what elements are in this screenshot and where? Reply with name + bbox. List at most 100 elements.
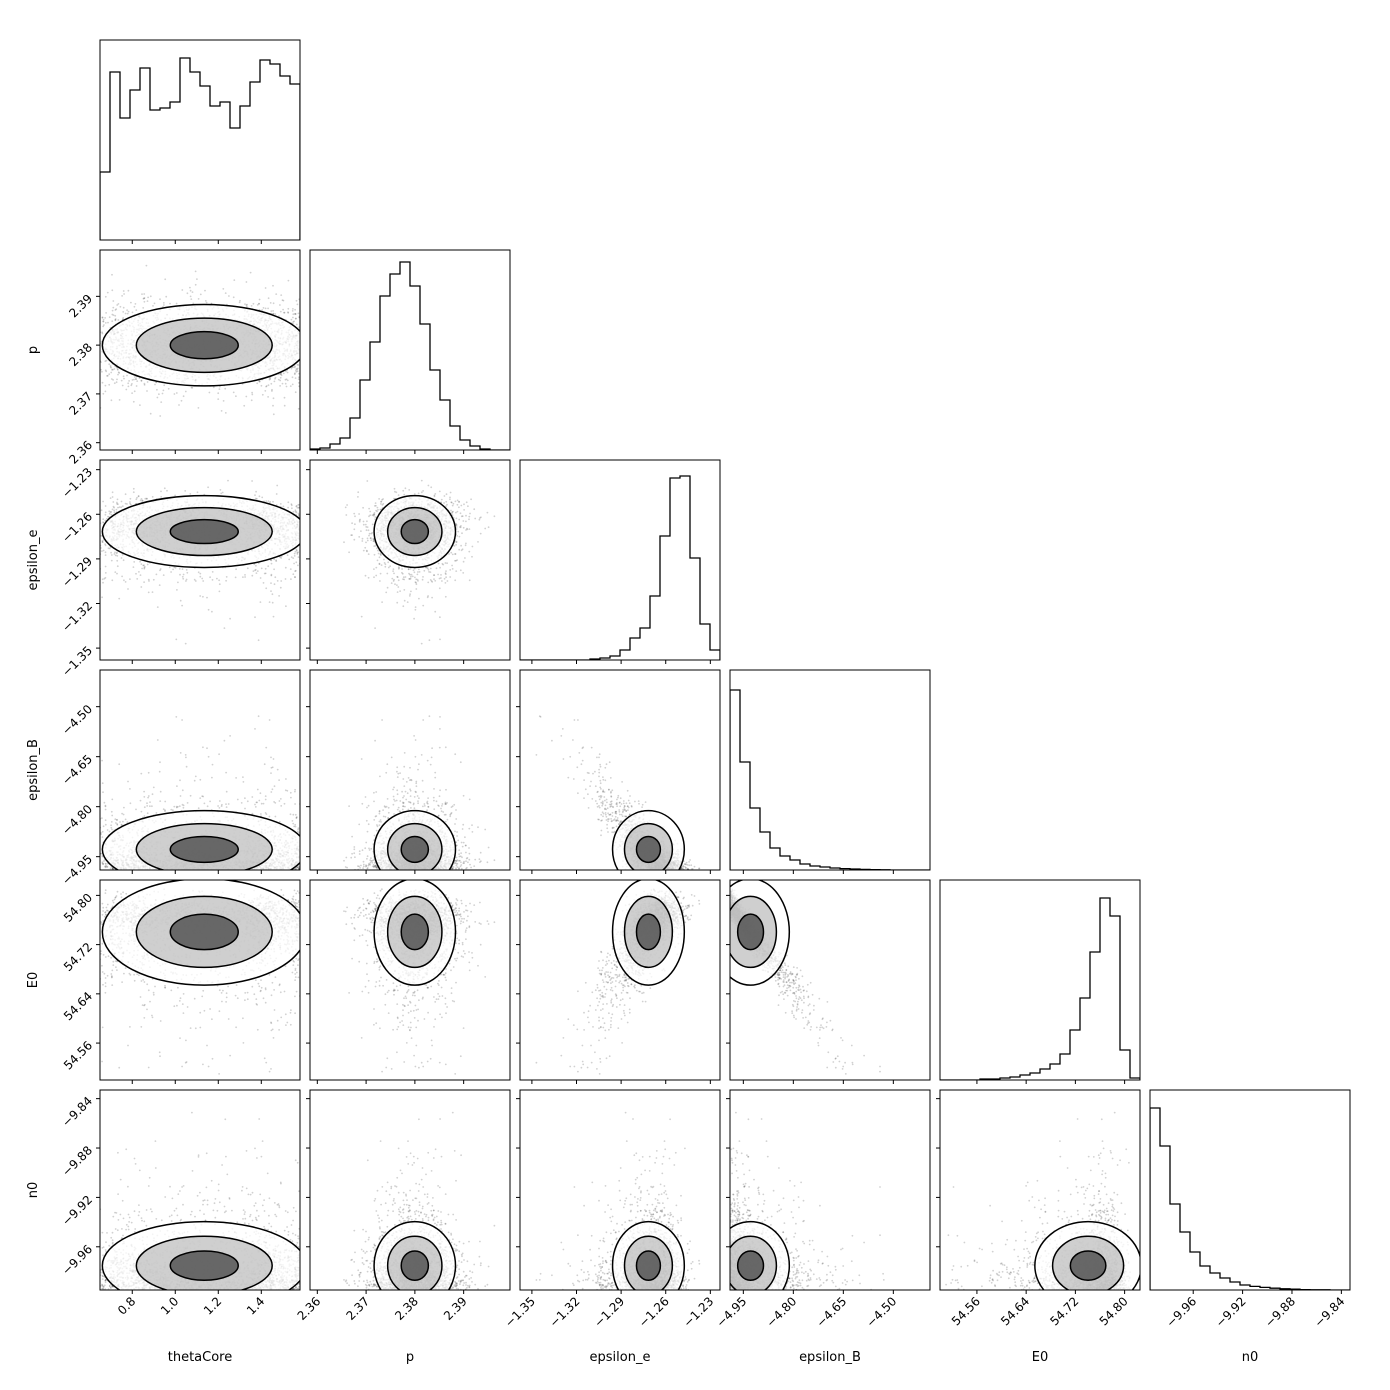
panel-p-vs-epsilon_e — [306, 459, 511, 664]
x-axis-label-p: p — [406, 1350, 414, 1365]
x-tick-label: 2.37 — [343, 1294, 372, 1323]
x-tick-label: −1.32 — [547, 1294, 583, 1330]
contour-2 — [400, 518, 430, 545]
panel-epsilon_B-vs-n0: −4.95 −4.80 −4.65 −4.50 — [714, 1089, 931, 1330]
panel-epsilon_e-vs-n0: −1.35 −1.32 −1.29 −1.26 −1.23 — [502, 1089, 721, 1330]
y-tick-label: −9.96 — [59, 1242, 95, 1278]
panel-frame — [99, 39, 301, 241]
panel-frame — [729, 669, 931, 871]
x-tick-label: −1.29 — [591, 1294, 627, 1330]
x-tick-label: 54.56 — [949, 1294, 983, 1328]
panel-epsilon_B-vs-E0 — [726, 879, 931, 1084]
panel-frame — [99, 1089, 301, 1291]
y-tick-label: 54.64 — [61, 989, 95, 1023]
panel-thetaCore-vs-epsilon_e: −1.35 −1.32 −1.29 −1.26 −1.23 — [59, 459, 301, 679]
panel-frame — [519, 879, 721, 1081]
y-tick-label: −9.88 — [59, 1143, 95, 1179]
x-tick-label: 2.39 — [441, 1294, 470, 1323]
contour-2 — [169, 518, 239, 545]
y-tick-label: −1.26 — [59, 509, 95, 545]
x-axis-label-epsilon_B: epsilon_B — [799, 1350, 861, 1365]
panel-frame — [309, 459, 511, 661]
panel-frame — [519, 669, 721, 871]
panel-frame — [519, 459, 721, 661]
histogram-epsilon_e — [520, 475, 720, 660]
y-axis-label-n0: n0 — [26, 1182, 41, 1199]
x-tick-label: −1.23 — [681, 1294, 717, 1330]
panel-frame — [519, 1089, 721, 1291]
panel-frame — [99, 249, 301, 451]
histogram-thetaCore — [100, 57, 300, 240]
y-tick-label: 2.39 — [66, 292, 95, 321]
panel-frame — [309, 249, 511, 451]
panel-E0-hist — [939, 879, 1141, 1084]
histogram-p — [310, 261, 510, 450]
panel-frame — [729, 879, 931, 1081]
panel-n0-hist: −9.96 −9.92 −9.88 −9.84 — [1149, 1089, 1351, 1330]
panel-p-vs-E0 — [306, 879, 511, 1084]
x-tick-label: 1.2 — [201, 1294, 224, 1317]
panel-frame — [309, 879, 511, 1081]
panel-frame — [939, 879, 1141, 1081]
panel-epsilon_B-hist — [729, 669, 931, 874]
y-tick-label: −1.23 — [59, 465, 95, 501]
panel-frame — [939, 1089, 1141, 1291]
x-axis-label-epsilon_e: epsilon_e — [590, 1350, 651, 1365]
contour-2 — [736, 1250, 765, 1282]
x-tick-label: −4.80 — [764, 1294, 800, 1330]
y-tick-label: −4.65 — [59, 752, 95, 788]
x-tick-label: −4.65 — [814, 1294, 850, 1330]
x-tick-label: 2.36 — [295, 1294, 324, 1323]
y-tick-label: −9.84 — [59, 1094, 95, 1130]
x-tick-label: −4.95 — [714, 1294, 750, 1330]
y-tick-label: 2.36 — [66, 438, 95, 467]
panel-frame — [309, 669, 511, 871]
panel-thetaCore-hist — [99, 39, 301, 244]
x-tick-label: −1.35 — [502, 1294, 538, 1330]
histogram-epsilon_B — [730, 689, 930, 870]
panel-epsilon_e-hist — [519, 459, 721, 664]
contour-2 — [635, 835, 662, 864]
x-tick-label: 1.0 — [158, 1294, 181, 1317]
panel-epsilon_e-vs-epsilon_B — [516, 669, 721, 874]
panel-frame — [1149, 1089, 1351, 1291]
x-axis-label-E0: E0 — [1032, 1350, 1049, 1365]
y-tick-label: −9.92 — [59, 1193, 95, 1229]
panel-frame — [99, 669, 301, 871]
x-tick-label: −4.50 — [864, 1294, 900, 1330]
y-tick-label: −1.29 — [59, 554, 95, 590]
panel-thetaCore-vs-p: 2.36 2.37 2.38 2.39 — [66, 249, 301, 467]
y-axis-label-E0: E0 — [26, 972, 41, 989]
y-tick-label: −4.95 — [59, 852, 95, 888]
x-tick-label: 54.64 — [998, 1294, 1032, 1328]
panel-E0-vs-n0: 54.56 54.64 54.72 54.80 — [936, 1089, 1141, 1328]
x-tick-label: 1.4 — [244, 1294, 267, 1317]
x-tick-label: −9.92 — [1213, 1294, 1249, 1330]
panel-frame — [729, 1089, 931, 1291]
contour-2 — [400, 913, 430, 951]
x-tick-label: −1.26 — [636, 1294, 672, 1330]
panel-p-vs-n0: 2.36 2.37 2.38 2.39 — [295, 1089, 511, 1323]
x-axis-label-thetaCore: thetaCore — [168, 1350, 233, 1365]
x-tick-label: 54.72 — [1047, 1294, 1081, 1328]
x-tick-label: −9.84 — [1312, 1294, 1348, 1330]
histogram-n0 — [1150, 1107, 1350, 1290]
x-tick-label: 0.8 — [115, 1294, 138, 1317]
y-tick-label: 54.80 — [61, 891, 95, 925]
panel-thetaCore-vs-n0: 0.8 1.0 1.2 1.4 −9.96 −9.92 −9.88 −9.84 — [59, 1089, 301, 1318]
y-tick-label: 54.56 — [61, 1038, 95, 1072]
y-tick-label: 2.38 — [66, 340, 95, 369]
contour-2 — [169, 330, 239, 360]
contour-2 — [736, 913, 765, 951]
y-tick-label: 2.37 — [66, 389, 95, 418]
contour-2 — [169, 835, 239, 864]
panel-thetaCore-vs-epsilon_B: −4.95 −4.80 −4.65 −4.50 — [59, 669, 301, 888]
histogram-E0 — [940, 897, 1140, 1080]
contour-2 — [169, 1250, 239, 1282]
contour-2 — [400, 835, 430, 864]
y-tick-label: −4.80 — [59, 802, 95, 838]
y-tick-label: 54.72 — [61, 940, 95, 974]
y-tick-label: −4.50 — [59, 702, 95, 738]
x-tick-label: 54.80 — [1097, 1294, 1131, 1328]
